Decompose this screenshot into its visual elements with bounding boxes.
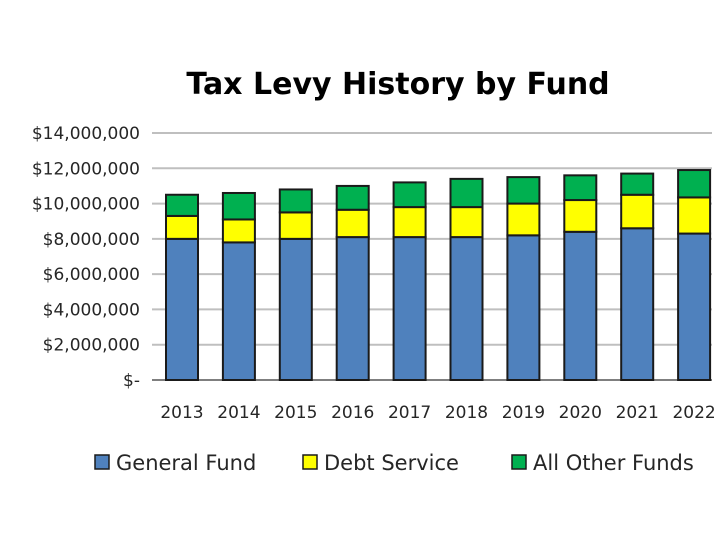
bar-debt-service-2013 <box>165 214 199 240</box>
x-tick-label: 2015 <box>274 403 317 423</box>
bar-debt-service-2020 <box>563 199 598 233</box>
bar-debt-service-2018 <box>449 206 484 239</box>
bar-debt-service-2017 <box>392 206 427 239</box>
x-tick-label: 2020 <box>559 403 602 423</box>
legend-label: All Other Funds <box>533 451 694 475</box>
legend-label: Debt Service <box>324 451 459 475</box>
x-tick-label: 2022 <box>672 403 715 423</box>
legend-swatch <box>511 454 527 470</box>
bar-all-other-funds-2013 <box>165 193 199 217</box>
bar-debt-service-2022 <box>677 196 712 235</box>
bar-general-fund-2015 <box>278 237 313 381</box>
bar-debt-service-2019 <box>506 202 541 237</box>
x-tick-label: 2016 <box>331 403 374 423</box>
x-tick-label: 2017 <box>388 403 431 423</box>
y-tick-label: $10,000,000 <box>32 195 140 215</box>
x-tick-label: 2014 <box>217 403 260 423</box>
y-tick-label: $8,000,000 <box>43 230 140 250</box>
bar-debt-service-2021 <box>620 193 655 230</box>
bar-all-other-funds-2020 <box>563 174 598 202</box>
bar-debt-service-2016 <box>335 208 370 239</box>
bar-all-other-funds-2016 <box>335 184 370 211</box>
y-tick-label: $- <box>123 371 140 391</box>
legend-swatch <box>302 454 318 470</box>
y-tick-label: $4,000,000 <box>43 300 140 320</box>
y-tick-label: $2,000,000 <box>43 336 140 356</box>
y-tick-label: $12,000,000 <box>32 159 140 179</box>
bar-general-fund-2016 <box>335 236 370 381</box>
bar-general-fund-2017 <box>392 236 427 381</box>
bar-general-fund-2021 <box>620 227 655 381</box>
bar-general-fund-2022 <box>677 232 712 381</box>
bar-all-other-funds-2019 <box>506 176 541 205</box>
bar-all-other-funds-2018 <box>449 177 484 209</box>
legend-swatch <box>94 454 110 470</box>
bar-general-fund-2014 <box>221 241 256 381</box>
x-tick-label: 2018 <box>445 403 488 423</box>
y-tick-label: $14,000,000 <box>32 124 140 144</box>
y-tick-label: $6,000,000 <box>43 265 140 285</box>
bar-general-fund-2020 <box>563 230 598 381</box>
legend-label: General Fund <box>116 451 256 475</box>
bar-all-other-funds-2015 <box>278 188 313 214</box>
x-tick-label: 2019 <box>502 403 545 423</box>
bar-general-fund-2019 <box>506 234 541 381</box>
bar-all-other-funds-2022 <box>677 169 712 199</box>
bar-all-other-funds-2014 <box>221 191 256 221</box>
bar-general-fund-2013 <box>165 237 199 381</box>
bar-all-other-funds-2017 <box>392 181 427 209</box>
bar-all-other-funds-2021 <box>620 172 655 196</box>
bar-debt-service-2015 <box>278 211 313 240</box>
x-tick-label: 2021 <box>616 403 659 423</box>
bar-general-fund-2018 <box>449 236 484 381</box>
x-tick-label: 2013 <box>160 403 203 423</box>
bar-debt-service-2014 <box>221 218 256 244</box>
chart-title: Tax Levy History by Fund <box>186 67 609 102</box>
